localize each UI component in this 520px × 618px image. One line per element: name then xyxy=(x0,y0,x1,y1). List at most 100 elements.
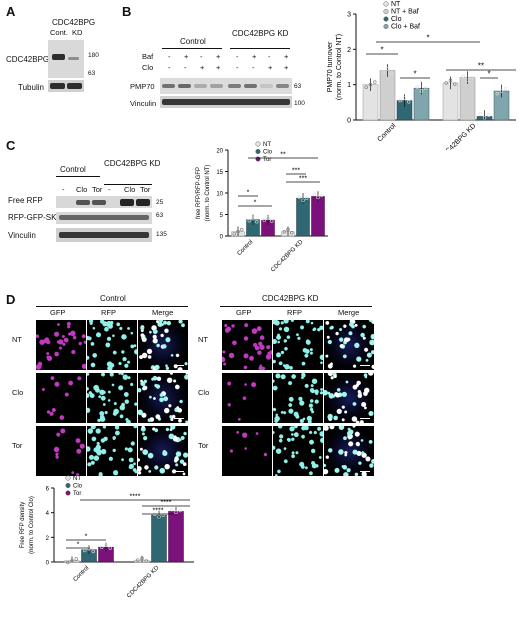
panel-c-lane-label: - xyxy=(108,185,111,194)
x-category-label: CDC42BPG KD xyxy=(270,239,305,274)
y-tick-label: 20 xyxy=(216,149,223,155)
bar xyxy=(151,514,167,563)
data-point xyxy=(251,216,255,221)
panel-d-channel-label: GFP xyxy=(50,308,66,317)
micrograph-rfp xyxy=(273,426,323,476)
panel-d-channel-label: Merge xyxy=(152,308,174,317)
y-axis-label: free RFP/RFP-GFP xyxy=(196,167,202,219)
panel-a-marker-63: 63 xyxy=(88,70,96,77)
panel-c-group-control: Control xyxy=(60,165,86,174)
micrograph-merge xyxy=(138,426,188,476)
data-point xyxy=(461,74,465,79)
data-point xyxy=(444,81,448,85)
data-point xyxy=(305,196,309,200)
panel-a-blot-tubulin xyxy=(48,80,84,92)
data-point xyxy=(504,86,508,91)
legend-swatch xyxy=(255,156,261,162)
micrograph-gfp xyxy=(36,373,86,423)
y-axis-label-sub: (norm. to Control NT) xyxy=(336,34,343,100)
x-category-label: Control xyxy=(72,565,90,583)
panel-a-lane-cont: Cont. xyxy=(50,28,68,37)
legend-swatch xyxy=(383,8,389,15)
significance-label: **** xyxy=(161,500,172,507)
panel-letter-d: D xyxy=(6,292,16,307)
micrograph-merge xyxy=(138,373,188,423)
data-point xyxy=(482,116,487,120)
legend-swatch xyxy=(65,475,71,481)
panel-c-group-kd: CDC42BPG KD xyxy=(104,159,161,168)
legend-label: Clo xyxy=(73,484,83,490)
panel-b-clo-sign: + xyxy=(216,63,221,72)
data-point xyxy=(448,78,453,83)
panel-c-lane-label: Tor xyxy=(140,185,151,194)
panel-b-baf-sign: - xyxy=(168,52,171,61)
panel-c-blot-vinculin xyxy=(56,228,152,242)
data-point xyxy=(236,229,240,234)
data-point xyxy=(470,75,474,80)
panel-c-row-vinculin: Vinculin xyxy=(8,231,36,240)
panel-a-row-cdc42bpg: CDC42BPG xyxy=(6,55,50,64)
data-point xyxy=(301,198,305,202)
panel-d-channel-label: Merge xyxy=(338,308,360,317)
data-point xyxy=(100,545,104,549)
legend-swatch xyxy=(383,1,389,7)
panel-d-condition-label: Clo xyxy=(198,388,210,397)
panel-b-row-baf: Baf xyxy=(142,52,154,61)
x-category-label: CDC42BPG KD xyxy=(126,565,161,600)
data-point xyxy=(402,96,407,100)
data-point xyxy=(136,558,140,562)
significance-label: *** xyxy=(292,168,300,175)
micrograph-gfp xyxy=(222,373,272,423)
data-point xyxy=(373,80,377,84)
data-point xyxy=(407,100,411,104)
panel-b-clo-sign: - xyxy=(184,63,187,72)
data-point xyxy=(255,220,259,224)
significance-label: **** xyxy=(153,508,164,515)
data-point xyxy=(178,508,182,513)
micrograph-gfp xyxy=(222,320,272,370)
legend-swatch xyxy=(383,23,389,30)
panel-a-blot-cdc42bpg xyxy=(48,40,84,78)
panel-b-clo-sign: + xyxy=(200,63,205,72)
legend-label: Tor xyxy=(73,491,81,497)
significance-label: * xyxy=(413,70,416,79)
panel-d-group-kd: CDC42BPG KD xyxy=(262,294,319,303)
panel-b-baf-sign: + xyxy=(252,52,257,61)
panel-d-channel-label: RFP xyxy=(101,308,116,317)
micrograph-rfp xyxy=(87,373,137,423)
y-tick-label: 10 xyxy=(216,192,223,198)
significance-label: * xyxy=(77,542,80,549)
panel-c-lane-label: - xyxy=(62,185,65,194)
panel-b-clo-sign: - xyxy=(168,63,171,72)
significance-label: **** xyxy=(130,494,141,501)
y-axis-label-sub: (norm. to Control NT) xyxy=(205,165,211,222)
data-point xyxy=(390,71,394,75)
significance-label: * xyxy=(254,200,257,207)
x-category-label: Control xyxy=(236,239,254,257)
y-tick-label: 3 xyxy=(347,12,351,19)
chart-b-pmp70-turnover: 0 1 2 3 PMP70 turnover (norm. to Control NT) C… xyxy=(327,1,516,150)
legend-label: NT xyxy=(73,476,81,482)
panel-b-clo-sign: - xyxy=(252,63,255,72)
data-point xyxy=(381,70,385,74)
panel-b-marker-100: 100 xyxy=(294,100,305,107)
data-point xyxy=(66,560,70,565)
panel-b-baf-sign: - xyxy=(200,52,203,61)
panel-b-baf-sign: + xyxy=(216,52,221,61)
panel-b-baf-sign: + xyxy=(284,52,289,61)
legend-swatch xyxy=(65,482,71,489)
data-point xyxy=(140,556,144,561)
micrograph-merge xyxy=(324,373,374,423)
significance-label: * xyxy=(247,190,250,197)
y-tick-label: 0 xyxy=(347,118,351,125)
y-tick-label: 0 xyxy=(220,235,224,241)
legend-label: Clo xyxy=(263,150,273,156)
data-point xyxy=(87,547,91,551)
data-point xyxy=(262,218,266,222)
data-point xyxy=(174,510,178,515)
data-point xyxy=(385,67,390,71)
panel-b-clo-sign: + xyxy=(284,63,289,72)
micrograph-merge xyxy=(138,320,188,370)
panel-b-blot-vinculin xyxy=(160,96,292,108)
panel-b-row-vinculin: Vinculin xyxy=(130,99,157,108)
